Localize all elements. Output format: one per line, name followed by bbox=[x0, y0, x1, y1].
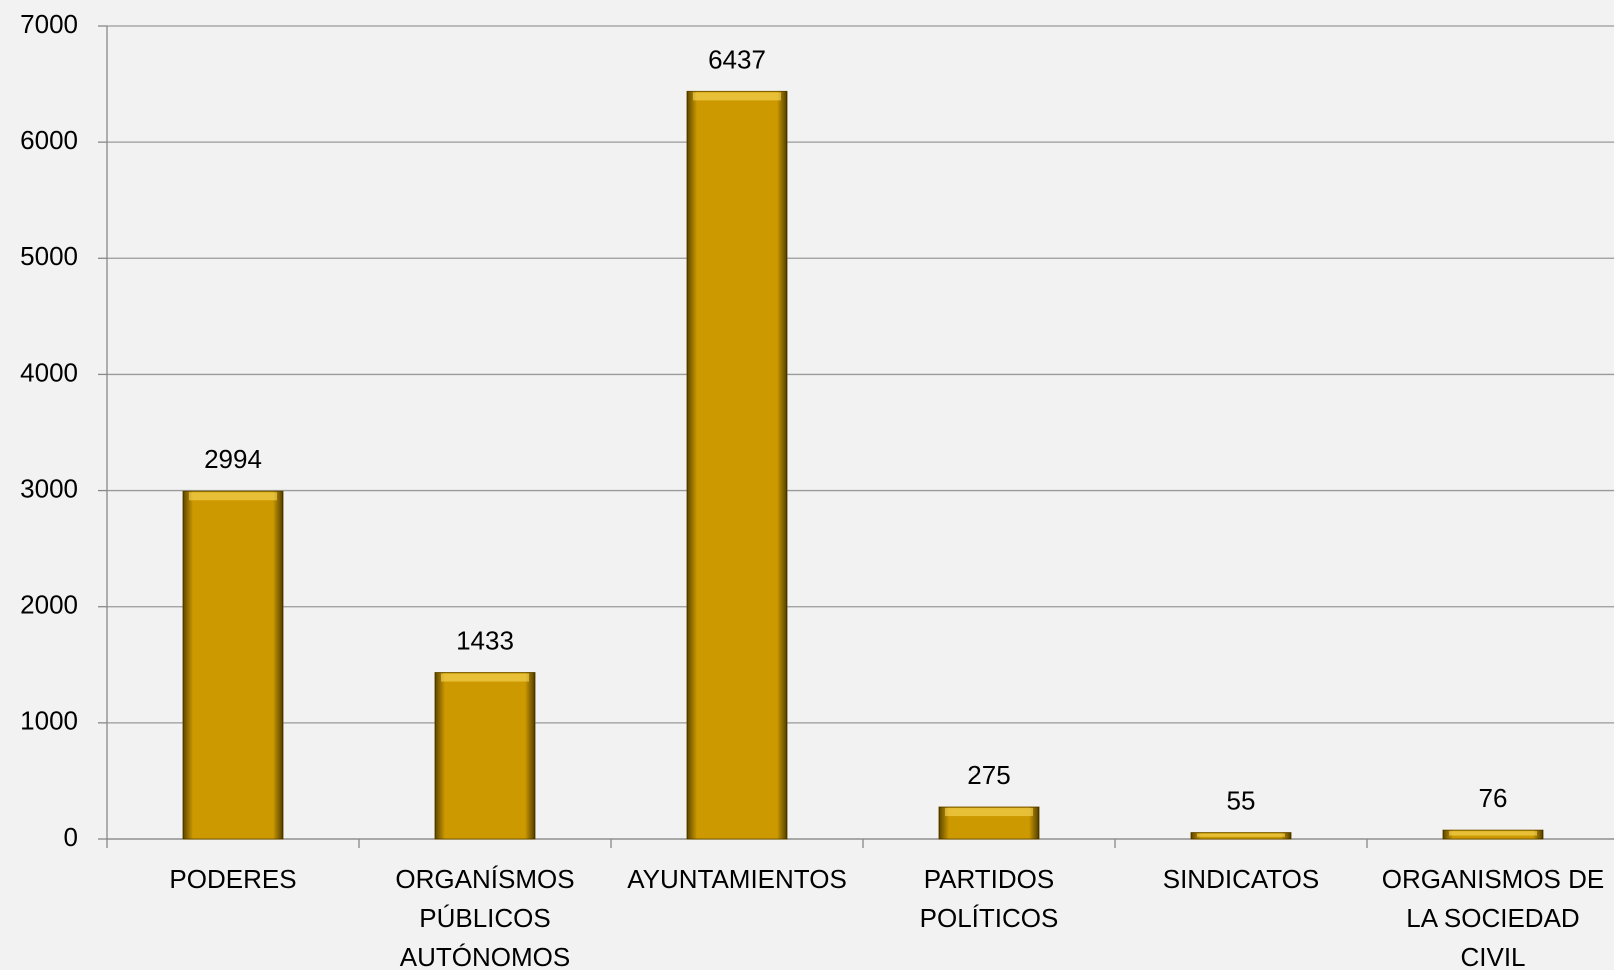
y-tick-label: 6000 bbox=[20, 125, 78, 155]
x-tick-label: PODERES bbox=[169, 864, 297, 894]
y-tick-label: 5000 bbox=[20, 241, 78, 271]
bar-highlight bbox=[189, 492, 277, 501]
y-tick-label: 2000 bbox=[20, 590, 78, 620]
y-tick-label: 7000 bbox=[20, 9, 78, 39]
x-tick-label: AYUNTAMIENTOS bbox=[627, 864, 847, 894]
value-label: 1433 bbox=[456, 625, 514, 655]
bar bbox=[434, 672, 536, 840]
x-tick-label: ORGANÍSMOS PÚBLICOS AUTÓNOMOS bbox=[395, 864, 575, 970]
y-tick-label: 3000 bbox=[20, 473, 78, 503]
value-label: 76 bbox=[1479, 783, 1508, 813]
bar-highlight bbox=[1197, 833, 1285, 837]
value-label: 55 bbox=[1227, 785, 1256, 815]
y-tick-label: 0 bbox=[64, 822, 78, 852]
value-label: 275 bbox=[967, 760, 1010, 790]
x-tick-label: ORGANISMOS DE LA SOCIEDAD CIVIL bbox=[1381, 864, 1605, 970]
bar-highlight bbox=[441, 673, 529, 682]
x-tick-label: SINDICATOS bbox=[1162, 864, 1320, 894]
bar bbox=[182, 490, 284, 840]
x-tick-label: PARTIDOS POLÍTICOS bbox=[919, 864, 1059, 933]
bar-highlight bbox=[1449, 831, 1537, 836]
value-label: 6437 bbox=[708, 44, 766, 74]
bar bbox=[686, 90, 788, 840]
bar-highlight bbox=[693, 92, 781, 101]
bar-highlight bbox=[945, 808, 1033, 817]
y-tick-label: 4000 bbox=[20, 357, 78, 387]
y-tick-label: 1000 bbox=[20, 706, 78, 736]
value-label: 2994 bbox=[204, 444, 262, 474]
